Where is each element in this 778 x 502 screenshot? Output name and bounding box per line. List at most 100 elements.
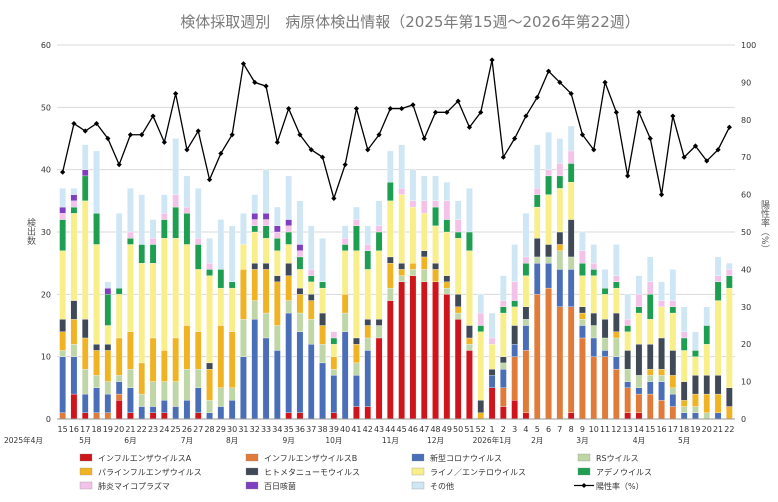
bar-segment <box>353 375 360 407</box>
bar-segment <box>601 287 609 295</box>
x-tick-label: 49 <box>442 425 452 434</box>
positivity-rate-point <box>692 143 699 149</box>
positivity-rate-point <box>195 128 201 134</box>
positivity-rate-point <box>308 147 314 153</box>
bar-segment <box>658 381 665 401</box>
bar-segment <box>398 144 405 189</box>
x-tick-label: 15 <box>645 425 655 434</box>
bar-segment <box>138 393 146 407</box>
bar-segment <box>251 225 259 233</box>
bar-segment <box>669 406 677 420</box>
bar-segment <box>635 294 643 307</box>
bar-segment <box>680 306 688 332</box>
bar-segment <box>364 225 372 245</box>
bar-segment <box>70 356 78 395</box>
bar-segment <box>432 269 439 283</box>
legend-swatch <box>577 453 591 462</box>
positivity-rate-point <box>387 105 393 112</box>
bar-segment <box>454 231 462 239</box>
bar-segment <box>262 238 270 264</box>
bar-segment <box>500 387 507 407</box>
bar-segment <box>93 244 100 345</box>
legend-label: 陽性率（%） <box>596 481 644 491</box>
x-tick-label: 46 <box>408 425 418 434</box>
bar-segment <box>635 312 643 345</box>
legend-swatch <box>245 467 259 476</box>
positivity-rate-point <box>60 169 66 175</box>
bar-segment <box>341 312 349 332</box>
bar-segment <box>183 244 191 326</box>
bar-segment <box>680 337 688 351</box>
positivity-rate-point <box>71 120 77 127</box>
positivity-rate-point <box>658 192 665 198</box>
bar-segment <box>240 213 247 245</box>
bar-segment <box>228 281 236 289</box>
bar-segment <box>511 281 518 301</box>
bar-segment <box>692 412 699 420</box>
bar-segment <box>296 312 304 332</box>
x-tick-label: 11 <box>600 425 610 434</box>
bar-segment <box>658 375 665 382</box>
positivity-rate-point <box>647 135 653 142</box>
bar-segment <box>353 406 360 420</box>
bar-segment <box>172 337 179 382</box>
bar-segment <box>194 238 202 245</box>
x-tick-label: 17 <box>80 425 90 434</box>
bar-segment <box>624 387 631 413</box>
y2-tick-label: 70 <box>741 153 751 162</box>
bar-segment <box>522 350 530 413</box>
x-tick-label: 39 <box>329 425 339 434</box>
x-tick-label: 23 <box>148 425 158 434</box>
bar-segment <box>579 325 586 339</box>
bar-segment <box>206 263 213 270</box>
positivity-rate-point <box>82 128 88 134</box>
bar-segment <box>59 412 66 420</box>
bar-segment <box>601 319 609 339</box>
y2-tick-label: 30 <box>741 303 751 312</box>
bar-segment <box>579 231 586 251</box>
bar-segment <box>432 263 439 270</box>
positivity-rate-point <box>704 158 710 164</box>
bar-segment <box>274 231 281 239</box>
bar-segment <box>714 300 722 376</box>
x-tick-label: 1 <box>490 425 495 434</box>
bar-segment <box>409 169 417 201</box>
bar-segment <box>161 219 168 239</box>
bar-segment <box>409 269 417 276</box>
bar-segment <box>398 188 405 195</box>
bar-segment <box>364 244 372 251</box>
positivity-rate-point <box>150 113 156 119</box>
bar-segment <box>646 381 654 395</box>
bar-segment <box>488 368 496 376</box>
bar-segment <box>601 269 609 289</box>
bar-segment <box>296 269 304 289</box>
bar-segment <box>692 375 699 395</box>
bar-segment <box>477 312 485 326</box>
bar-segment <box>703 306 711 326</box>
bar-segment <box>262 169 270 214</box>
bar-segment <box>477 325 485 332</box>
x-tick-label: 31 <box>238 425 248 434</box>
bar-segment <box>240 244 247 270</box>
bar-segment <box>624 319 631 326</box>
bar-segment <box>262 312 270 339</box>
positivity-rate-point <box>500 154 506 160</box>
x-tick-label: 20 <box>114 425 124 434</box>
positivity-rate-point <box>399 105 405 112</box>
positivity-rate-point <box>557 79 563 85</box>
bar-segment <box>319 344 326 364</box>
month-label: 3月 <box>576 436 588 445</box>
bar-segment <box>613 356 620 370</box>
bar-segment <box>714 375 722 395</box>
bar-segment <box>658 337 665 370</box>
bar-segment <box>375 337 383 420</box>
bar-segment <box>296 200 304 245</box>
legend-label: 新型コロナウイルス <box>430 453 502 463</box>
x-tick-label: 25 <box>171 425 181 434</box>
x-tick-label: 34 <box>272 425 282 434</box>
x-tick-label: 6 <box>546 425 551 434</box>
bar-segment <box>274 250 281 276</box>
bar-segment <box>115 287 123 295</box>
bar-segment <box>127 188 134 233</box>
x-tick-label: 29 <box>216 425 226 434</box>
